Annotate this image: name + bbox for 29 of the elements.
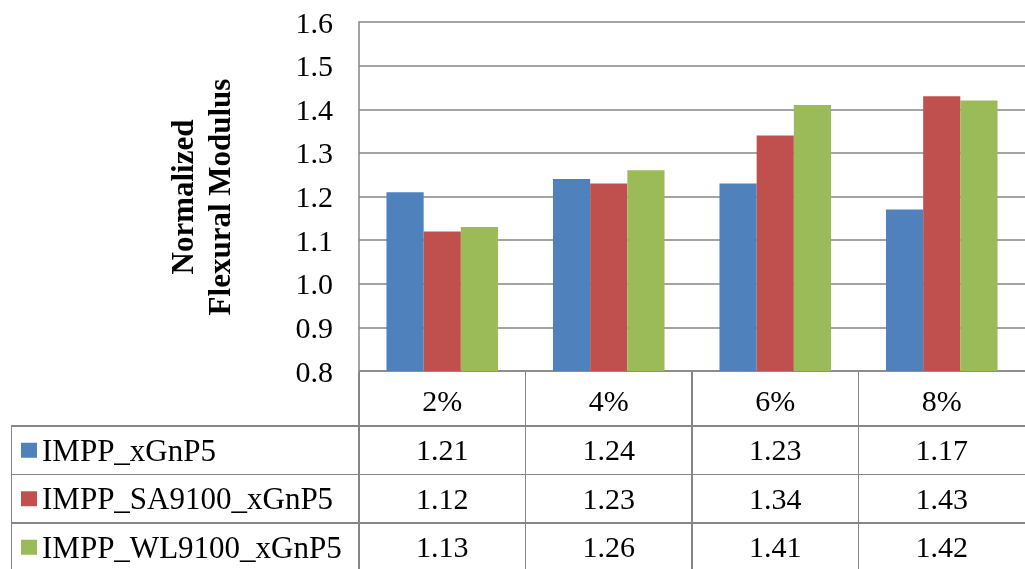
x-tick-label: 8% — [921, 383, 962, 417]
data-label: 1.13 — [416, 530, 469, 564]
data-label: 1.42 — [915, 530, 968, 564]
legend-label: IMPP_xGnP5 — [42, 432, 216, 468]
y-tick-label: 1.5 — [295, 49, 333, 83]
data-label: 1.21 — [416, 433, 469, 467]
y-tick-label: 1.0 — [295, 267, 333, 301]
legend-label: IMPP_WL9100_xGnP5 — [42, 529, 342, 565]
data-label: 1.17 — [915, 433, 968, 467]
y-tick-label: 0.8 — [295, 354, 333, 388]
data-label: 1.23 — [582, 481, 635, 515]
legend-label: IMPP_SA9100_xGnP5 — [42, 481, 334, 517]
x-tick-label: 6% — [755, 383, 796, 417]
y-axis-title: Normalized Flexural Modulus — [164, 77, 238, 317]
data-label: 1.24 — [582, 433, 635, 467]
y-tick-label: 0.9 — [295, 310, 333, 344]
data-label: 1.34 — [749, 481, 802, 515]
data-label: 1.26 — [582, 530, 635, 564]
data-label: 1.12 — [416, 481, 469, 515]
data-label: 1.41 — [749, 530, 802, 564]
y-tick-label: 1.2 — [295, 180, 333, 213]
y-tick-label: 1.1 — [295, 223, 333, 257]
y-tick-label: 1.6 — [295, 5, 333, 39]
x-tick-label: 2% — [422, 383, 463, 417]
x-tick-label: 4% — [588, 383, 629, 417]
y-tick-label: 1.3 — [295, 136, 333, 170]
data-label: 1.43 — [915, 481, 968, 515]
y-tick-label: 1.4 — [295, 92, 333, 126]
data-label: 1.23 — [749, 433, 802, 467]
